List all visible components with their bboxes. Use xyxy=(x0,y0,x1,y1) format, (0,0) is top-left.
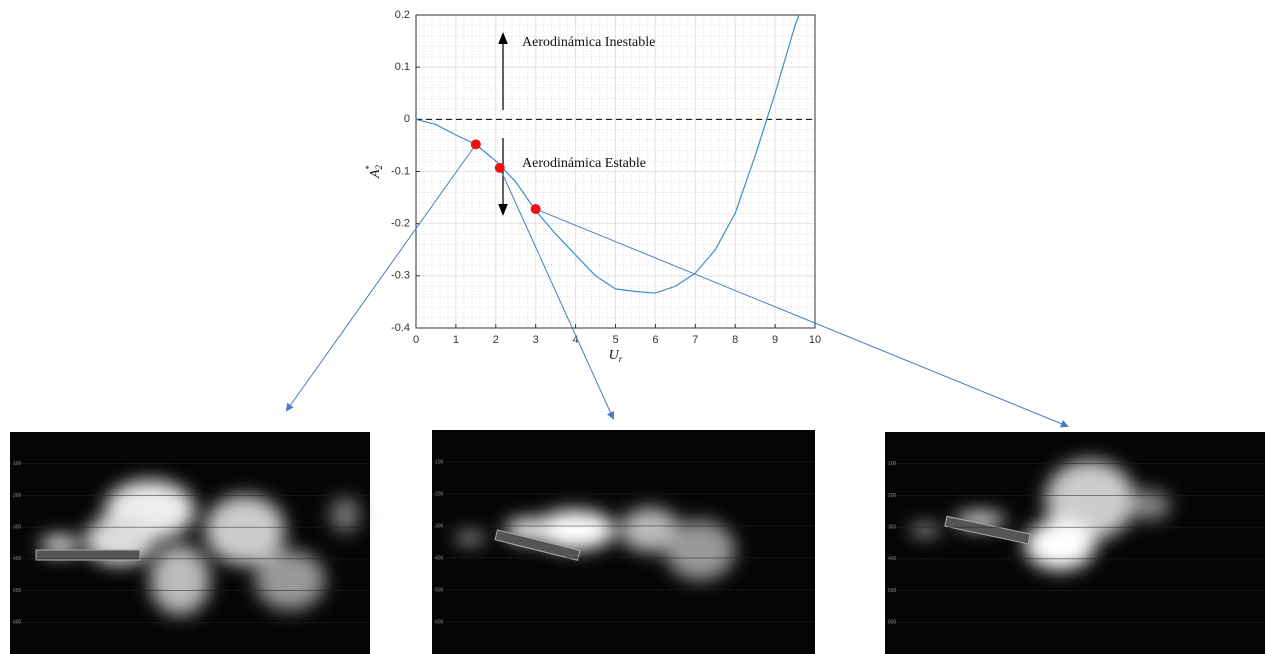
connector-arrow xyxy=(535,208,1069,428)
y-tick-label: -0.2 xyxy=(391,218,410,230)
x-tick-label: 1 xyxy=(453,334,459,346)
photo-tick-label: 600 xyxy=(888,620,897,626)
y-tick-label: -0.4 xyxy=(391,322,410,334)
photo xyxy=(432,430,815,654)
photo-ticks: 100 200 300 400 500 600 100 200 300 400 500 600 100 2… xyxy=(10,459,1265,626)
photo-tick-label: 200 xyxy=(435,491,444,497)
y-axis-label-sup: * xyxy=(364,165,374,170)
line xyxy=(415,14,800,294)
photo-tick-label: 400 xyxy=(888,556,897,562)
photo-tick-label: 500 xyxy=(888,588,897,594)
y-axis-label-sub: 2 xyxy=(374,164,384,169)
x-tick-label: 8 xyxy=(732,334,738,346)
photo-tick-label: 200 xyxy=(888,493,897,499)
y-tick-label: 0.1 xyxy=(395,61,410,73)
y-axis-label: A2* xyxy=(364,164,384,179)
x-tick-label: 9 xyxy=(772,334,778,346)
photo-tick-label: 100 xyxy=(888,461,897,467)
photo-tick-label: 300 xyxy=(888,524,897,530)
photo-tick-label: 100 xyxy=(435,459,444,465)
photo-tick-label: 600 xyxy=(435,619,444,625)
photo-tick-label: 400 xyxy=(435,555,444,561)
annotation: Aerodinámica Inestable xyxy=(522,35,655,50)
photo-tick-label: 200 xyxy=(13,493,22,499)
x-axis-label-base: U xyxy=(609,348,620,363)
photo-tick-label: 500 xyxy=(435,587,444,593)
point xyxy=(494,162,505,173)
x-tick-label: 6 xyxy=(652,334,658,346)
x-tick-label: 7 xyxy=(692,334,698,346)
x-tick-label: 5 xyxy=(612,334,618,346)
x-tick-label: 0 xyxy=(413,334,419,346)
photo-tick-label: 300 xyxy=(435,523,444,529)
photo-tick-label: 100 xyxy=(13,461,22,467)
connector-arrow xyxy=(285,144,477,412)
point xyxy=(530,204,541,215)
photo-tick-label: 300 xyxy=(13,524,22,530)
y-tick-label: 0.2 xyxy=(395,9,410,21)
y-tick-label: 0 xyxy=(404,113,410,125)
y-tick-label: -0.1 xyxy=(391,165,410,177)
photo xyxy=(885,432,1265,654)
photo-tick-label: 500 xyxy=(13,588,22,594)
x-tick-label: 3 xyxy=(533,334,539,346)
x-tick-label: 2 xyxy=(493,334,499,346)
x-tick-label: 10 xyxy=(809,334,821,346)
x-tick-label: 4 xyxy=(573,334,579,346)
photo-tick-label: 400 xyxy=(13,556,22,562)
y-axis-label-base: A xyxy=(368,169,383,179)
y-tick-label: -0.3 xyxy=(391,270,410,282)
photo-tick-label: 600 xyxy=(13,620,22,626)
point xyxy=(470,139,481,150)
annotation: Aerodinámica Estable xyxy=(522,156,646,171)
photo xyxy=(10,432,370,654)
connector-arrow xyxy=(499,167,615,420)
x-axis-label: Ur xyxy=(609,348,623,364)
x-axis-label-sub: r xyxy=(619,354,623,364)
plot-frame xyxy=(415,14,816,329)
